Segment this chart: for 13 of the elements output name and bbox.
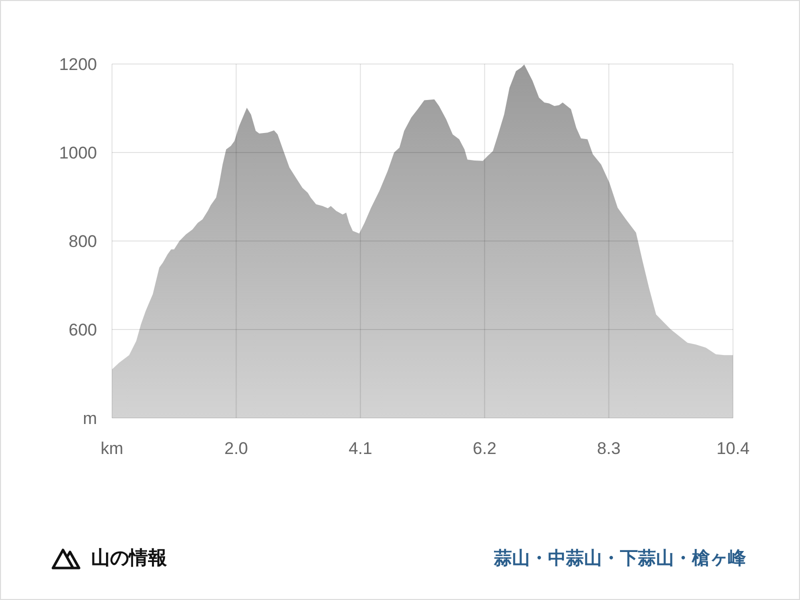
text: 山の情報 [91, 547, 168, 569]
y-tick-label: m [82, 409, 97, 428]
x-tick-label: 8.3 [596, 439, 621, 458]
text: 蒜山・中蒜山・下蒜山・槍ヶ峰 [493, 548, 747, 569]
x-tick-label: 4.1 [348, 439, 372, 458]
x-tick-label: 6.2 [472, 439, 496, 458]
x-tick-label: km [100, 439, 124, 458]
y-tick-label: 1200 [59, 55, 97, 74]
y-tick-label: 600 [68, 320, 97, 340]
x-tick-label: 2.0 [224, 439, 248, 458]
x-tick-label: 10.4 [716, 439, 750, 458]
y-tick-label: 800 [68, 232, 97, 251]
y-tick-label: 1000 [59, 144, 97, 162]
